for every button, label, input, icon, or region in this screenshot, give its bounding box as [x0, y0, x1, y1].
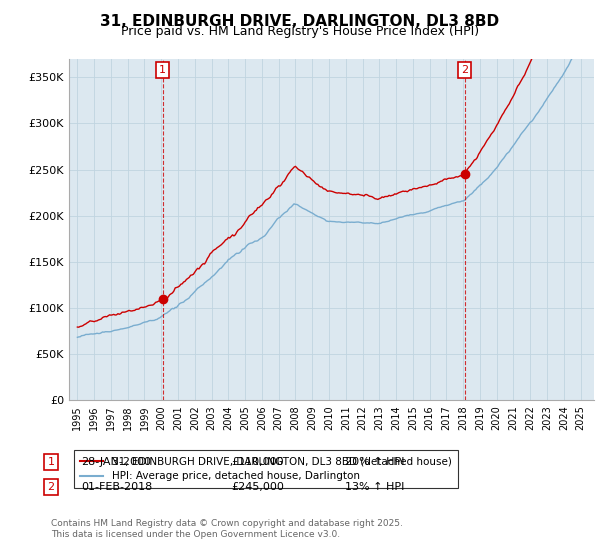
Text: 31, EDINBURGH DRIVE, DARLINGTON, DL3 8BD: 31, EDINBURGH DRIVE, DARLINGTON, DL3 8BD	[100, 14, 500, 29]
Text: Contains HM Land Registry data © Crown copyright and database right 2025.
This d: Contains HM Land Registry data © Crown c…	[51, 520, 403, 539]
Text: £110,000: £110,000	[231, 457, 284, 467]
Text: 20% ↑ HPI: 20% ↑ HPI	[345, 457, 404, 467]
Text: Price paid vs. HM Land Registry's House Price Index (HPI): Price paid vs. HM Land Registry's House …	[121, 25, 479, 38]
Text: 1: 1	[159, 65, 166, 75]
Text: £245,000: £245,000	[231, 482, 284, 492]
Text: 28-JAN-2000: 28-JAN-2000	[81, 457, 151, 467]
Text: 1: 1	[47, 457, 55, 467]
Legend: 31, EDINBURGH DRIVE, DARLINGTON, DL3 8BD (detached house), HPI: Average price, d: 31, EDINBURGH DRIVE, DARLINGTON, DL3 8BD…	[74, 450, 458, 488]
Text: 2: 2	[461, 65, 468, 75]
Text: 13% ↑ HPI: 13% ↑ HPI	[345, 482, 404, 492]
Text: 2: 2	[47, 482, 55, 492]
Text: 01-FEB-2018: 01-FEB-2018	[81, 482, 152, 492]
